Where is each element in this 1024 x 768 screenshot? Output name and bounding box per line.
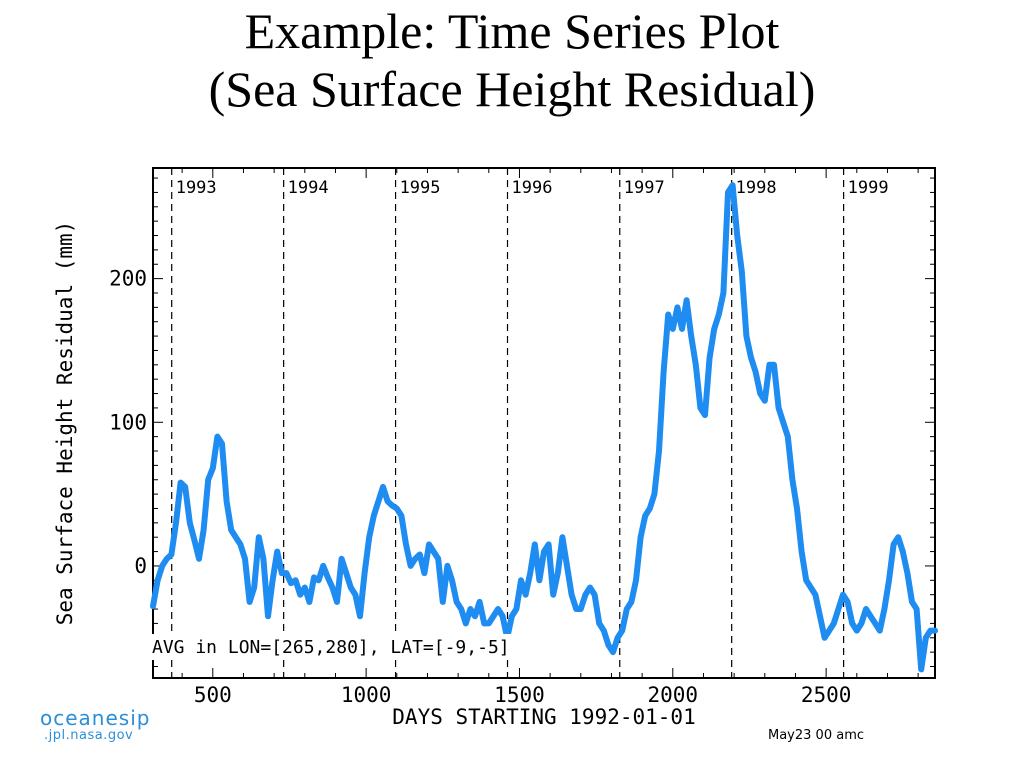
year-marker-label: 1999 <box>848 178 889 198</box>
year-marker-label: 1998 <box>736 178 777 198</box>
x-tick-label: 1500 <box>494 683 545 707</box>
y-tick-label: 200 <box>109 267 147 291</box>
annotation-box <box>151 634 557 660</box>
slide-title-line2: (Sea Surface Height Residual) <box>208 61 816 117</box>
label-layer: DAYS STARTING 1992-01-01 Sea Surface Hei… <box>53 221 696 729</box>
y-tick-label: 100 <box>109 410 147 434</box>
x-axis-label: DAYS STARTING 1992-01-01 <box>392 705 695 729</box>
year-marker-label: 1993 <box>176 178 217 198</box>
year-marker-layer: 1993 1994 1995 1996 1997 1998 1999 <box>171 168 889 678</box>
year-marker-label: 1996 <box>512 178 553 198</box>
slide-title: Example: Time Series Plot (Sea Surface H… <box>0 2 1024 118</box>
x-tick-label: 1000 <box>341 683 392 707</box>
oceanesip-logo: oceanesip <box>40 706 151 730</box>
x-tick-label: 500 <box>194 683 232 707</box>
year-marker-label: 1997 <box>624 178 665 198</box>
annotation-text: AVG in LON=[265,280], LAT=[-9,-5] <box>152 637 510 658</box>
series-line <box>150 182 938 673</box>
series-layer <box>150 182 938 673</box>
slide-title-line1: Example: Time Series Plot <box>244 3 780 59</box>
year-marker-label: 1995 <box>400 178 441 198</box>
footer-date-stamp: May23 00 amc <box>768 728 865 743</box>
logo-domain-text: .jpl.nasa.gov <box>44 728 134 743</box>
y-tick-label: 0 <box>134 554 147 578</box>
axis-ticks: 500 1000 1500 2000 2500 0 100 200 <box>109 168 935 707</box>
plot-frame <box>152 167 936 679</box>
x-tick-label: 2500 <box>801 683 852 707</box>
x-tick-label: 2000 <box>648 683 699 707</box>
y-axis-label: Sea Surface Height Residual (mm) <box>53 221 77 626</box>
year-marker-label: 1994 <box>288 178 329 198</box>
